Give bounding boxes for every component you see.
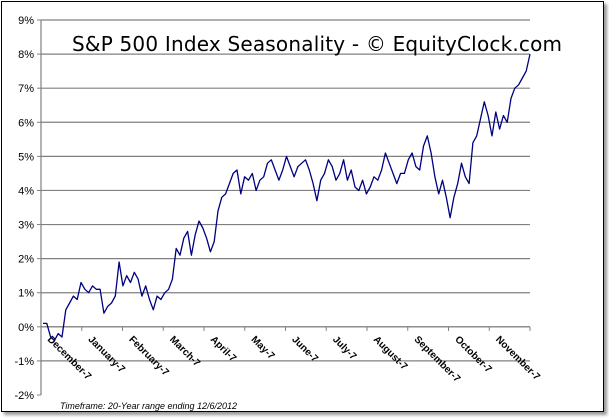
x-tick-label: August-7	[371, 334, 410, 373]
y-tick-label: 5%	[18, 151, 34, 163]
chart-frame	[1, 1, 604, 412]
y-tick-label: 3%	[18, 220, 34, 232]
y-tick-label: -2%	[14, 390, 34, 402]
chart-title: S&P 500 Index Seasonality - © EquityCloc…	[72, 32, 563, 56]
x-tick-label: November-7	[493, 334, 542, 383]
y-tick-label: 7%	[18, 83, 34, 95]
x-tick-label: April-7	[208, 334, 238, 364]
x-tick-label: July-7	[330, 334, 359, 363]
chart-footnote: Timeframe: 20-Year range ending 12/6/201…	[60, 401, 238, 411]
series-line	[43, 53, 531, 342]
y-tick-label: 0%	[18, 322, 34, 334]
y-tick-label: 6%	[18, 117, 34, 129]
y-tick-label: 2%	[18, 254, 34, 266]
y-tick-label: 4%	[18, 185, 34, 197]
x-tick-label: March-7	[167, 334, 202, 369]
y-tick-label: 8%	[18, 49, 34, 61]
x-tick-label: October-7	[452, 334, 493, 375]
y-tick-label: 1%	[18, 288, 34, 300]
y-tick-label: -1%	[14, 356, 34, 368]
x-tick-label: February-7	[126, 334, 171, 379]
x-tick-label: January-7	[86, 334, 127, 375]
x-tick-label: May-7	[249, 334, 277, 362]
y-tick-label: 9%	[18, 15, 34, 27]
